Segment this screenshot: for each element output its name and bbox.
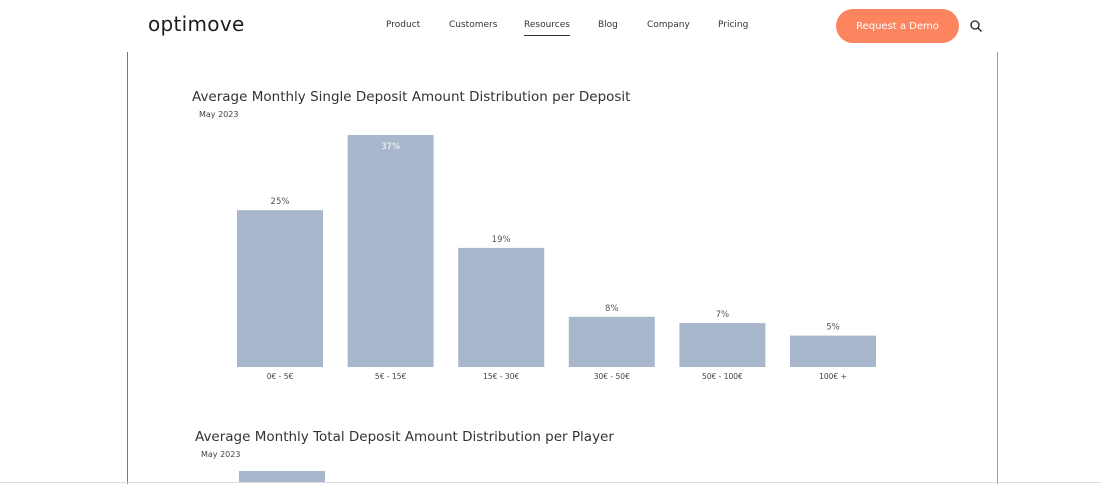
chart-2-title: Average Monthly Total Deposit Amount Dis… (195, 429, 614, 445)
chart-1-bar-0 (237, 210, 323, 367)
chart-1-category-label-2: 15€ - 30€ (483, 372, 519, 381)
chart-1-subtitle: May 2023 (199, 110, 239, 119)
request-demo-button[interactable]: Request a Demo (836, 9, 959, 43)
chart-1-bar-2 (458, 247, 545, 367)
page-bottom-divider (0, 482, 1101, 483)
chart-1-value-label-5: 5% (826, 323, 840, 333)
nav-customers[interactable]: Customers (449, 20, 498, 30)
nav-product[interactable]: Product (386, 20, 421, 30)
optimove-logo[interactable]: optimove (148, 12, 245, 36)
nav-blog[interactable]: Blog (598, 20, 618, 30)
chart-1-category-label-3: 30€ - 50€ (594, 372, 630, 381)
chart-1-value-label-2: 19% (492, 235, 511, 245)
nav-pricing[interactable]: Pricing (718, 20, 749, 30)
search-icon[interactable] (969, 19, 983, 33)
site-header: optimove Product Customers Resources Blo… (0, 0, 1101, 52)
chart-2-bar-partial (239, 471, 325, 483)
chart-1-bar-3 (568, 316, 655, 367)
chart-1-plot: 25% 0€ - 5€ 37% 5€ - 15€ 19% 15€ - 30€ 8% 30€ -… (237, 135, 876, 381)
chart-1-value-label-4: 7% (716, 310, 730, 320)
chart-1-value-label-0: 25% (271, 197, 290, 207)
chart-1-category-label-0: 0€ - 5€ (267, 372, 294, 381)
nav-company[interactable]: Company (647, 20, 690, 30)
chart-1-bar-4 (679, 323, 766, 367)
chart-1-value-label-3: 8% (605, 304, 619, 314)
chart-1-category-label-5: 100€ + (819, 372, 847, 381)
chart-1-value-label-1: 37% (381, 142, 400, 152)
chart-1-category-label-1: 5€ - 15€ (375, 372, 407, 381)
content-frame-left-border (127, 52, 128, 484)
chart-1-title: Average Monthly Single Deposit Amount Di… (192, 89, 631, 105)
chart-1-category-label-4: 50€ - 100€ (702, 372, 743, 381)
nav-resources[interactable]: Resources (524, 20, 570, 36)
chart-1-bar-5 (790, 335, 876, 367)
chart-2-subtitle: May 2023 (201, 450, 241, 459)
content-frame-right-border (997, 52, 998, 484)
chart-1-bar-1 (347, 135, 434, 367)
